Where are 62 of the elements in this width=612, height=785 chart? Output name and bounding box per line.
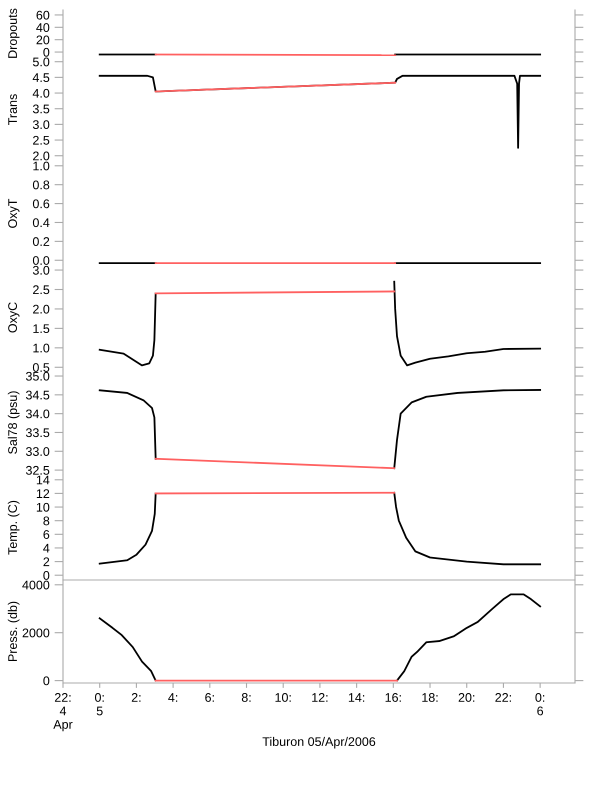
y-tick-label: 33.5 bbox=[26, 428, 50, 438]
y-tick-label: 4.5 bbox=[32, 73, 50, 82]
y-tick-label: 4000 bbox=[22, 580, 50, 590]
y-axis-title: Press. (db) bbox=[8, 602, 20, 662]
x-tick-label: 10: bbox=[275, 693, 291, 702]
y-tick-label: 32.5 bbox=[26, 466, 50, 475]
y-tick-label: 1.0 bbox=[33, 162, 50, 170]
x-tick-label: 22: 4 Apr bbox=[53, 693, 73, 732]
y-axis-title: OxyT bbox=[8, 198, 20, 228]
y-tick-label: 2.0 bbox=[33, 304, 50, 314]
y-axis-title: Dropouts bbox=[8, 8, 20, 58]
x-tick-label: 0: 5 bbox=[94, 693, 104, 716]
y-tick-label: 10 bbox=[36, 502, 50, 512]
y-tick-label: 2000 bbox=[22, 628, 50, 638]
y-axis-title: Temp. (C) bbox=[8, 500, 20, 555]
x-tick-label: 0: 6 bbox=[535, 693, 544, 716]
y-tick-label: 2.5 bbox=[33, 285, 50, 294]
y-tick-label: 3.0 bbox=[32, 266, 50, 275]
y-tick-label: 0 bbox=[43, 676, 50, 686]
y-axis-title: OxyC bbox=[8, 302, 20, 333]
y-tick-label: 0 bbox=[43, 571, 50, 580]
y-tick-label: 0.5 bbox=[32, 363, 50, 372]
y-tick-label: 5.0 bbox=[32, 58, 50, 66]
x-tick-label: 14: bbox=[348, 693, 364, 702]
x-tick-label: 6: bbox=[205, 693, 214, 702]
y-tick-label: 1.5 bbox=[33, 324, 50, 334]
y-tick-label: 0 bbox=[43, 48, 50, 57]
y-tick-label: 3.0 bbox=[32, 120, 50, 130]
y-tick-label: 12 bbox=[36, 489, 50, 498]
y-tick-label: 35.0 bbox=[26, 372, 50, 381]
y-tick-label: 2.5 bbox=[33, 136, 50, 145]
x-tick-label: 4: bbox=[168, 693, 178, 702]
x-axis-title: Tiburon 05/Apr/2006 bbox=[262, 736, 376, 749]
y-tick-label: 3.5 bbox=[32, 104, 50, 114]
y-tick-label: 0.8 bbox=[32, 180, 50, 190]
y-tick-label: 4 bbox=[43, 544, 50, 552]
y-axis-title: Sal78 (psu) bbox=[8, 391, 20, 454]
y-tick-label: 2 bbox=[43, 557, 50, 566]
y-tick-label: 40 bbox=[36, 23, 50, 32]
y-axis-title: Trans bbox=[8, 94, 18, 125]
y-tick-label: 34.5 bbox=[26, 390, 50, 400]
x-tick-label: 16: bbox=[386, 693, 401, 702]
x-tick-label: 8: bbox=[242, 693, 251, 702]
y-tick-label: 4.0 bbox=[32, 88, 50, 98]
y-tick-label: 6 bbox=[43, 530, 50, 539]
y-tick-label: 1.0 bbox=[33, 344, 50, 352]
y-tick-label: 0.4 bbox=[32, 218, 50, 228]
y-tick-label: 34.0 bbox=[26, 409, 50, 418]
x-tick-label: 12: bbox=[312, 693, 328, 702]
y-tick-label: 0.2 bbox=[32, 237, 50, 246]
x-tick-label: 20: bbox=[458, 693, 474, 702]
y-tick-label: 0.6 bbox=[32, 199, 50, 208]
y-tick-label: 0.0 bbox=[32, 256, 50, 265]
y-tick-label: 60 bbox=[36, 10, 50, 20]
y-tick-label: 33.0 bbox=[26, 447, 50, 456]
x-tick-label: 2: bbox=[132, 693, 140, 702]
x-tick-label: 18: bbox=[422, 693, 438, 702]
y-tick-label: 8 bbox=[43, 516, 50, 526]
x-tick-label: 22: bbox=[495, 693, 511, 702]
y-tick-label: 14 bbox=[36, 476, 50, 484]
y-tick-label: 2.0 bbox=[33, 152, 50, 160]
y-tick-label: 20 bbox=[36, 35, 50, 44]
